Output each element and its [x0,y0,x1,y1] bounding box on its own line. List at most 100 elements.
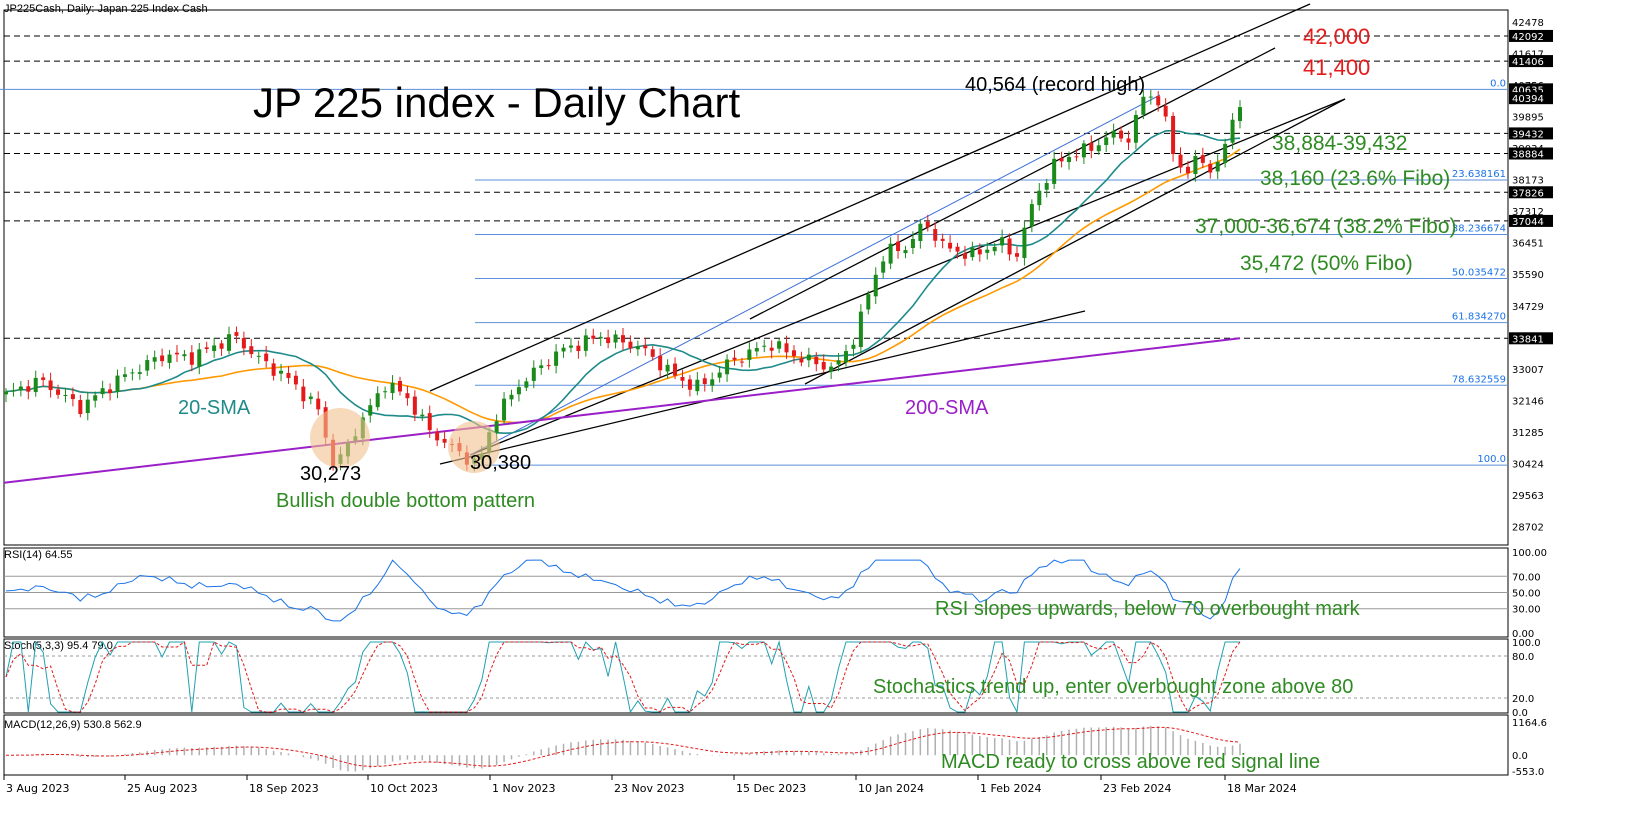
grid-lines [4,35,1508,339]
stoch-k-line [5,640,1240,714]
candle-body-142 [1059,158,1064,162]
sma-20-label: 20-SMA [178,397,251,419]
time-label-8: 1 Feb 2024 [980,782,1041,795]
candle-body-77 [576,345,581,352]
time-label-5: 23 Nov 2023 [614,782,684,795]
candle-body-161 [1200,155,1205,163]
macd-tick-0: 1164.6 [1512,718,1547,729]
candle-body-162 [1208,163,1213,173]
macd-header: MACD(12,26,9) 530.8 562.9 [4,719,142,731]
candle-body-73 [546,365,551,367]
candle-body-33 [249,346,254,355]
stoch-tick-1: 80.0 [1512,652,1534,663]
rsi-tick-0: 100.00 [1512,548,1547,559]
candle-body-12 [93,395,98,401]
candle-body-127 [948,242,953,249]
candle-body-35 [264,353,269,362]
candle-body-15 [115,375,120,392]
indicator-panes [4,559,1508,772]
sma-20-line [5,129,1241,435]
rsi-annotation: RSI slopes upwards, below 70 overbought … [935,598,1361,620]
price-box-label-1: 41406 [1512,57,1544,68]
candle-body-26 [197,349,202,367]
candle-body-1 [11,390,16,392]
macd-tick-2: -553.0 [1512,767,1544,778]
time-label-3: 10 Oct 2023 [370,782,438,795]
price-tick-5: 38173 [1512,176,1544,187]
rsi-header: RSI(14) 64.55 [4,549,73,561]
candle-body-21 [160,355,165,362]
candle-body-5 [41,377,46,380]
support-37000-label: 37,000-36,674 (38.2% Fibo) [1195,215,1457,238]
candle-body-157 [1171,116,1176,155]
rsi-tick-2: 50.00 [1512,589,1541,600]
fib-label-6: 100.0 [1477,454,1506,465]
price-box-label-3: 40394 [1512,94,1544,105]
candle-body-39 [293,375,298,385]
fib-label-1: 23.638161 [1452,169,1506,180]
stoch-tick-0: 100.0 [1512,638,1541,649]
candle-body-22 [167,354,172,363]
candle-body-108 [806,354,811,361]
macd-annotation: MACD ready to cross above red signal lin… [941,751,1320,773]
candle-body-17 [130,372,135,374]
trend-line-3 [749,47,1276,320]
price-tick-16: 28702 [1512,523,1544,534]
candle-body-140 [1044,183,1049,190]
time-label-2: 18 Sep 2023 [249,782,319,795]
candle-body-118 [881,261,886,273]
pane-border-2 [3,638,1509,714]
candle-body-53 [397,380,402,392]
candle-body-98 [732,357,737,360]
price-tick-15: 29563 [1512,491,1544,502]
candle-body-129 [962,253,967,259]
candle-body-8 [63,394,68,396]
price-tick-12: 32146 [1512,396,1544,407]
candle-body-100 [747,349,752,360]
bottom-marker-1 [310,408,370,468]
candle-body-55 [412,396,417,415]
candle-body-124 [925,221,930,228]
candle-body-94 [702,378,707,385]
price-box-label-4: 39432 [1512,129,1544,140]
support-38160-label: 38,160 (23.6% Fibo) [1260,167,1450,190]
time-axis: 3 Aug 2023 25 Aug 2023 18 Sep 2023 10 Oct 2… [3,775,1297,795]
candle-body-166 [1238,107,1242,122]
candle-body-82 [613,334,618,343]
candle-body-51 [383,391,388,393]
candle-body-14 [108,389,113,394]
price-box-6 [1509,186,1553,199]
stoch-tick-2: 20.0 [1512,694,1534,705]
candle-body-164 [1223,143,1228,164]
candle-body-111 [829,366,834,372]
time-label-6: 15 Dec 2023 [736,782,806,795]
candle-body-113 [844,351,849,363]
candle-body-2 [18,386,23,391]
fibonacci-levels: 0.0 23.638161 38.236674 50.035472 61.834270 7… [0,78,1508,466]
price-box-label-8: 33841 [1512,334,1544,345]
fib-label-3: 50.035472 [1452,268,1506,279]
candle-body-89 [665,364,670,372]
price-tick-0: 42478 [1512,18,1544,29]
candle-body-68 [509,394,514,400]
trend-line-2 [469,98,1346,456]
candle-body-97 [725,359,730,375]
candle-body-114 [851,344,856,349]
candle-body-109 [814,356,819,365]
candle-body-131 [977,249,982,255]
candle-body-27 [204,347,209,350]
fib-label-2: 38.236674 [1452,223,1506,234]
candle-body-159 [1185,166,1190,174]
candle-body-156 [1163,105,1168,117]
candle-body-25 [189,352,194,365]
candle-body-145 [1081,143,1086,158]
candle-body-76 [568,345,573,348]
sma-50-line [5,148,1241,424]
candle-body-130 [970,247,975,258]
candle-body-93 [695,379,700,392]
fib-label-0: 0.0 [1490,78,1506,89]
candle-body-75 [561,347,566,352]
trend-line-0 [429,3,1311,392]
price-box-1 [1509,55,1553,68]
